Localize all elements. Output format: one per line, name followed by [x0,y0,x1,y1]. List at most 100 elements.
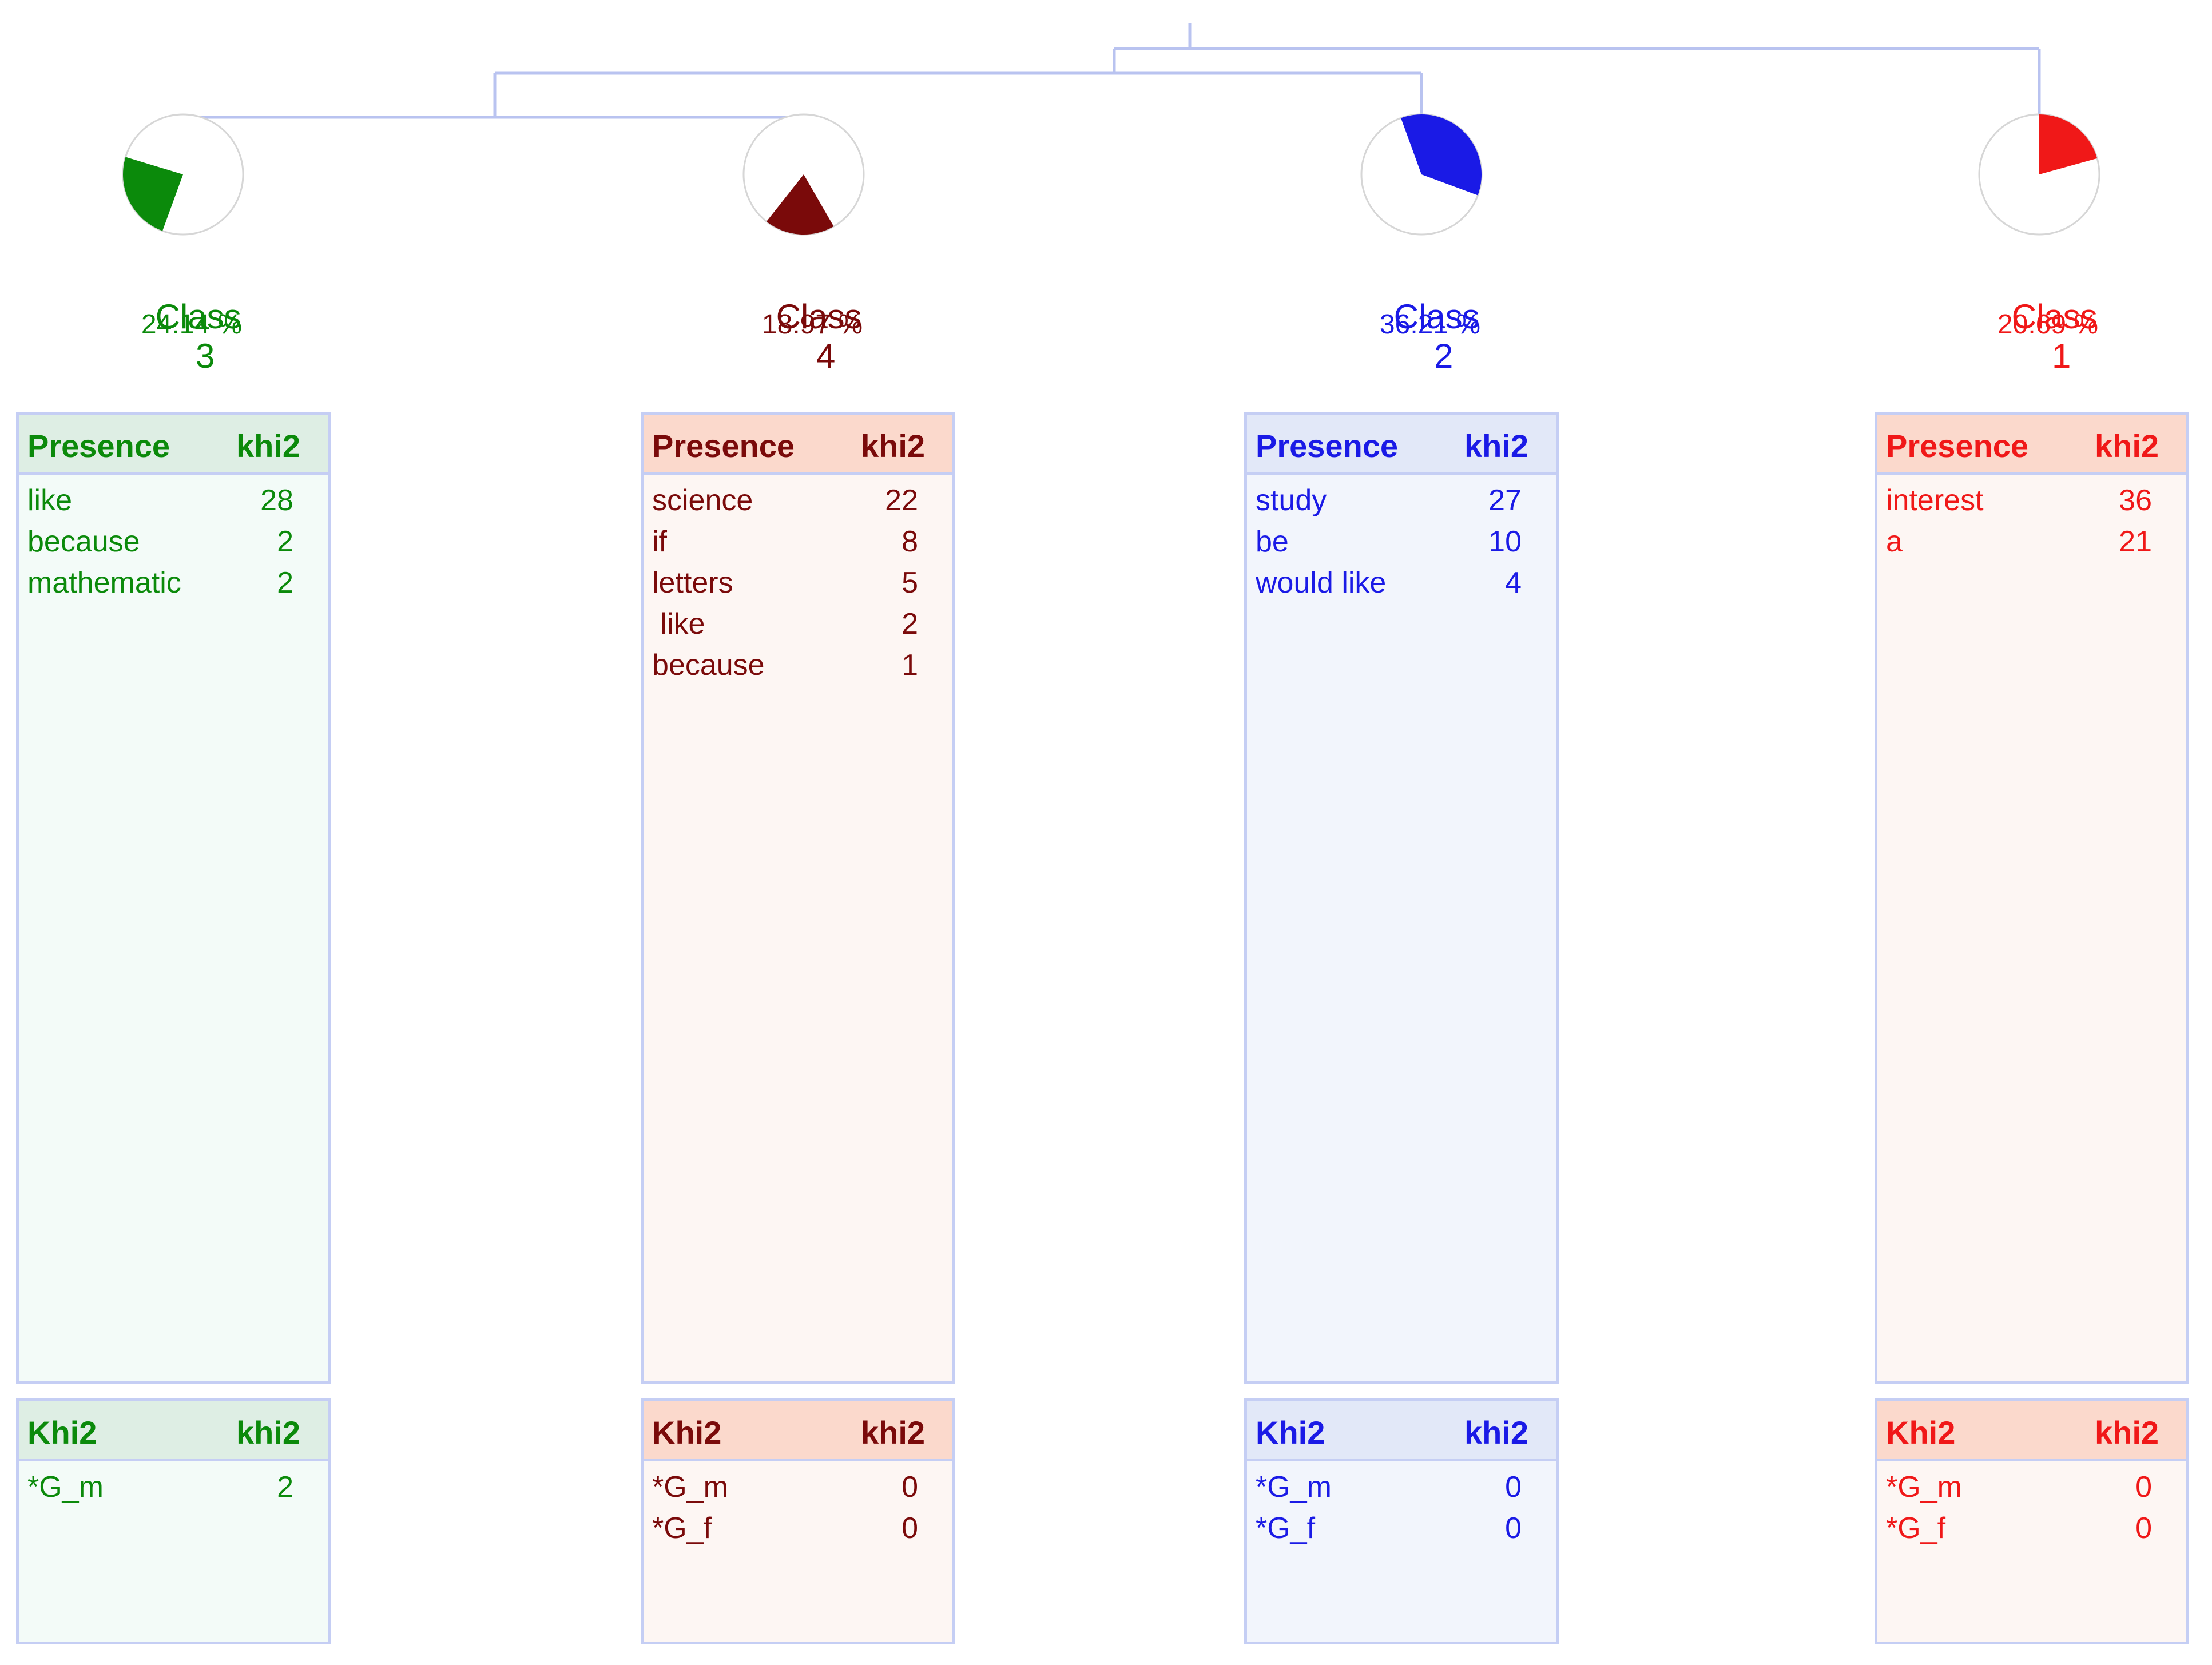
list-item: letters 5 [652,566,950,607]
list-item: like 28 [27,483,325,524]
class-3-label: Class 3 [74,257,303,376]
class-word: Class [155,297,241,336]
list-item: *G_m 0 [1256,1470,1553,1511]
khi2-value: 0 [902,1512,918,1545]
khi2-value: 8 [902,525,918,558]
presence-header: Presence khi2 [1247,415,1556,475]
khi2-header-label: khi2 [1464,1414,1529,1451]
list-item: *G_m 0 [652,1470,950,1511]
list-item: *G_f 0 [1886,1511,2183,1552]
list-item: a 21 [1886,524,2183,566]
word: if [652,525,667,558]
class-number: 1 [2051,337,2071,375]
class-4-pie [742,113,865,236]
list-item: if 8 [652,524,950,566]
khi2-header: Khi2 khi2 [644,1401,952,1461]
khi2-value: 4 [1505,566,1522,599]
word: because [27,525,140,558]
word: mathematic [27,566,181,599]
list-item: like 2 [652,607,950,648]
word: would like [1256,566,1387,599]
word: interest [1886,484,1984,517]
list-item: would like 4 [1256,566,1553,607]
khi2-header: Khi2 khi2 [19,1401,328,1461]
class-word: Class [2011,297,2098,336]
class-1-label: Class 1 [1931,257,2159,376]
class-1-percent: 20.69 % [1997,309,2099,340]
khi2-header-label: khi2 [2095,428,2159,464]
presence-header: Presence khi2 [19,415,328,475]
class-1-khi2-panel: Khi2 khi2 *G_m 0 *G_f 0 [1875,1398,2189,1644]
word: a [1886,525,1903,558]
khi2-header-label: khi2 [861,428,926,464]
word: *G_f [652,1512,712,1545]
list-item: *G_m 0 [1886,1470,2183,1511]
list-item: study 27 [1256,483,1553,524]
presence-header: Presence khi2 [644,415,952,475]
class-word: Class [1393,297,1480,336]
word: like [652,607,705,641]
class-3-pie [122,113,244,236]
class-2-pie [1360,113,1483,236]
presence-header-label: Presence [652,428,795,464]
class-2-percent: 36.21 % [1379,309,1481,340]
presence-header-label: Presence [27,428,170,464]
class-4-khi2-panel: Khi2 khi2 *G_m 0 *G_f 0 [641,1398,955,1644]
list-item: interest 36 [1886,483,2183,524]
class-1-pie [1978,113,2100,236]
pie-slice [2039,114,2098,174]
pie-slice [1401,114,1482,196]
class-2-khi2-panel: Khi2 khi2 *G_m 0 *G_f 0 [1244,1398,1559,1644]
list-item: science 22 [652,483,950,524]
list-item: because 2 [27,524,325,566]
khi2-value: 22 [885,484,918,517]
khi2-value: 0 [1505,1512,1522,1545]
list-item: *G_f 0 [652,1511,950,1552]
dendrogram-lines [181,23,2041,132]
presence-header: Presence khi2 [1877,415,2186,475]
list-item: mathematic 2 [27,566,325,607]
list-item: because 1 [652,648,950,689]
word: science [652,484,753,517]
list-item: *G_f 0 [1256,1511,1553,1552]
word: *G_m [1886,1471,1962,1504]
khi2-header-label: khi2 [236,1414,301,1451]
list-item: be 10 [1256,524,1553,566]
khi2-header-label: khi2 [236,428,301,464]
class-3-khi2-panel: Khi2 khi2 *G_m 2 [16,1398,331,1644]
khi2-header-title: Khi2 [652,1414,722,1451]
class-number: 4 [816,337,836,375]
class-2-presence-panel: Presence khi2 study 27 be 10 would like … [1244,412,1559,1384]
word: *G_f [1256,1512,1316,1545]
khi2-header: Khi2 khi2 [1877,1401,2186,1461]
class-number: 3 [195,337,215,375]
khi2-value: 10 [1488,525,1522,558]
khi2-header-title: Khi2 [1256,1414,1325,1451]
khi2-value: 0 [2135,1471,2152,1504]
class-3-percent: 24.14 % [141,309,243,340]
word: like [27,484,73,517]
class-number: 2 [1433,337,1454,375]
word: *G_f [1886,1512,1946,1545]
khi2-header-label: khi2 [1464,428,1529,464]
word: be [1256,525,1289,558]
class-4-label: Class 4 [695,257,924,376]
khi2-header-label: khi2 [861,1414,926,1451]
presence-header-label: Presence [1886,428,2029,464]
class-word: Class [776,297,862,336]
word: *G_m [1256,1471,1332,1504]
word: *G_m [652,1471,728,1504]
khi2-header: Khi2 khi2 [1247,1401,1556,1461]
class-4-percent: 18.97 % [761,309,863,340]
khi2-value: 27 [1488,484,1522,517]
khi2-value: 0 [902,1471,918,1504]
khi2-value: 2 [902,607,918,641]
presence-header-label: Presence [1256,428,1399,464]
list-item: *G_m 2 [27,1470,325,1511]
khi2-value: 2 [277,1471,293,1504]
khi2-header-title: Khi2 [27,1414,97,1451]
khi2-value: 28 [260,484,293,517]
khi2-value: 21 [2119,525,2152,558]
class-2-label: Class 2 [1313,257,1542,376]
khi2-header-title: Khi2 [1886,1414,1956,1451]
